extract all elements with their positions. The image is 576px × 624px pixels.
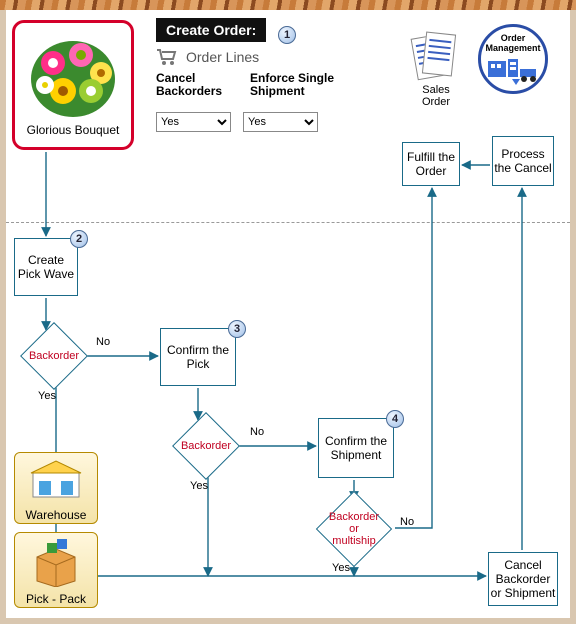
- edge-label-yes-1: Yes: [38, 390, 56, 402]
- callout-1: 1: [278, 26, 296, 44]
- edge-label-no-2: No: [250, 426, 264, 438]
- edge-label-yes-3: Yes: [332, 562, 350, 574]
- border-bottom: [0, 618, 576, 624]
- edge-label-no-3: No: [400, 516, 414, 528]
- node-create-pick-wave: Create Pick Wave: [14, 238, 78, 296]
- enforce-single-label: Enforce Single Shipment: [250, 72, 350, 98]
- decision-backorder-2: Backorder: [172, 412, 240, 480]
- node-fulfill-order: Fulfill the Order: [402, 142, 460, 186]
- create-order-title: Create Order:: [156, 18, 266, 42]
- wood-top-bar: [0, 0, 576, 10]
- node-cancel-backorder: Cancel Backorder or Shipment: [488, 552, 558, 606]
- node-confirm-shipment: Confirm the Shipment: [318, 418, 394, 478]
- callout-3: 3: [228, 320, 246, 338]
- cancel-backorders-label: Cancel Backorders: [156, 72, 232, 98]
- warehouse-card: Warehouse: [14, 452, 98, 524]
- bouquet-icon: [23, 29, 123, 121]
- warehouse-icon: [27, 459, 85, 503]
- edge-label-yes-2: Yes: [190, 480, 208, 492]
- order-management-badge: Order Management: [478, 24, 548, 94]
- callout-4: 4: [386, 410, 404, 428]
- callout-2: 2: [70, 230, 88, 248]
- border-right: [570, 10, 576, 624]
- border-left: [0, 10, 6, 624]
- cart-icon: [156, 48, 178, 66]
- order-management-label: Order Management: [481, 33, 545, 53]
- product-card: Glorious Bouquet: [12, 20, 134, 150]
- cancel-backorders-select[interactable]: Yes: [156, 112, 231, 132]
- enforce-single-select[interactable]: Yes: [243, 112, 318, 132]
- decision-backorder-1: Backorder: [20, 322, 88, 390]
- decision-backorder-multiship: Backorder or multiship: [316, 491, 392, 567]
- edge-label-no-1: No: [96, 336, 110, 348]
- node-process-cancel: Process the Cancel: [492, 136, 554, 186]
- order-management-icon: [486, 55, 540, 89]
- order-lines-row: Order Lines: [156, 48, 406, 66]
- node-confirm-pick: Confirm the Pick: [160, 328, 236, 386]
- box-icon: [27, 539, 85, 587]
- pickpack-label: Pick - Pack: [15, 592, 97, 606]
- pickpack-card: Pick - Pack: [14, 532, 98, 608]
- region-divider: [6, 222, 570, 223]
- order-lines-label: Order Lines: [186, 49, 259, 65]
- sales-order-caption: Sales Order: [410, 30, 462, 108]
- product-name: Glorious Bouquet: [15, 123, 131, 137]
- warehouse-label: Warehouse: [15, 508, 97, 522]
